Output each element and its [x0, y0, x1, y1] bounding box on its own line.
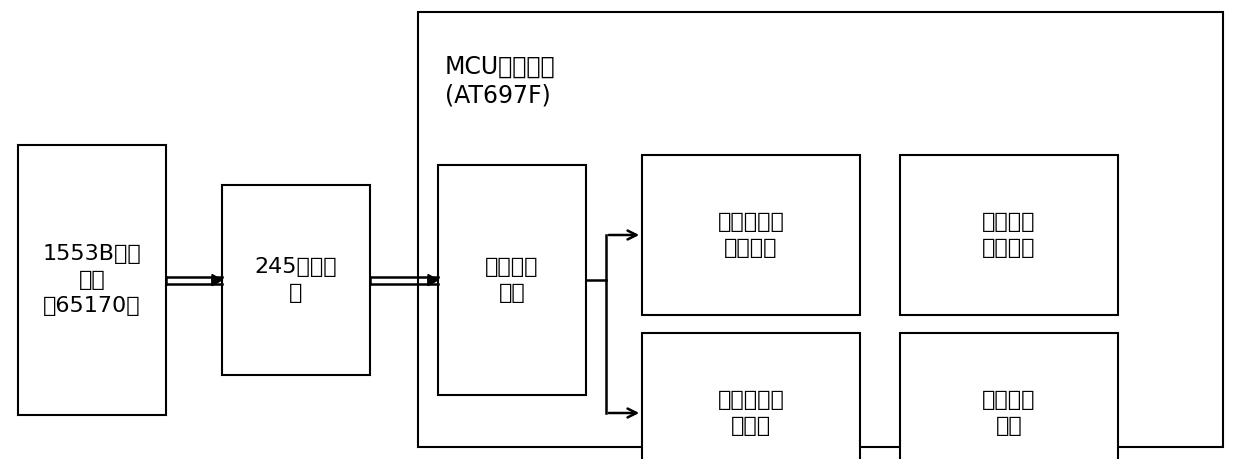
- Bar: [438, 165, 587, 395]
- Text: MCU处理单元: MCU处理单元: [445, 55, 556, 79]
- Bar: [900, 155, 1118, 315]
- Text: (AT697F): (AT697F): [445, 84, 551, 108]
- Text: 脉冲场景
处理模块: 脉冲场景 处理模块: [982, 212, 1035, 258]
- Bar: [222, 185, 370, 375]
- Text: 顺轨分辨率
处理模块: 顺轨分辨率 处理模块: [718, 212, 785, 258]
- Polygon shape: [428, 274, 438, 285]
- Polygon shape: [212, 274, 222, 285]
- Bar: [642, 333, 861, 459]
- Bar: [418, 12, 1223, 447]
- Text: 实时采集
模块: 实时采集 模块: [485, 257, 538, 303]
- Text: 1553B通讯
模块
（65170）: 1553B通讯 模块 （65170）: [42, 244, 141, 316]
- Text: 245驱动模
块: 245驱动模 块: [254, 257, 337, 303]
- Bar: [642, 155, 861, 315]
- Text: 坐标变换
模块: 坐标变换 模块: [982, 390, 1035, 436]
- Text: 脉冲时空统
一模块: 脉冲时空统 一模块: [718, 390, 785, 436]
- Bar: [900, 333, 1118, 459]
- Bar: [19, 145, 166, 415]
